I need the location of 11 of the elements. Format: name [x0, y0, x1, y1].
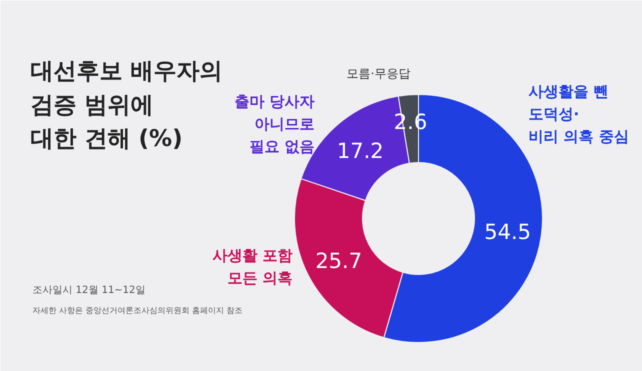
slice-label: 사생활을 뺀 도덕성· 비리 의혹 중심: [528, 82, 629, 146]
data-label: 54.5: [484, 220, 531, 244]
data-label: 17.2: [336, 138, 384, 163]
data-label: 25.7: [315, 249, 362, 274]
data-label: 2.6: [394, 110, 428, 134]
text: 대선후보 배우자의 검증 범위에 대한 견해 (%): [30, 58, 223, 152]
slice-label: 사생활 포함 모든 의혹: [212, 246, 293, 287]
text: 조사일시 12월 11~12일: [32, 285, 146, 296]
text: 자세한 사항은 중앙선거여론조사심의위원회 홈페이지 참조: [32, 306, 243, 315]
slice-label: 모름·무응답: [346, 66, 411, 80]
slice-label: 출마 당사자 아니므로 필요 없음: [234, 92, 315, 156]
